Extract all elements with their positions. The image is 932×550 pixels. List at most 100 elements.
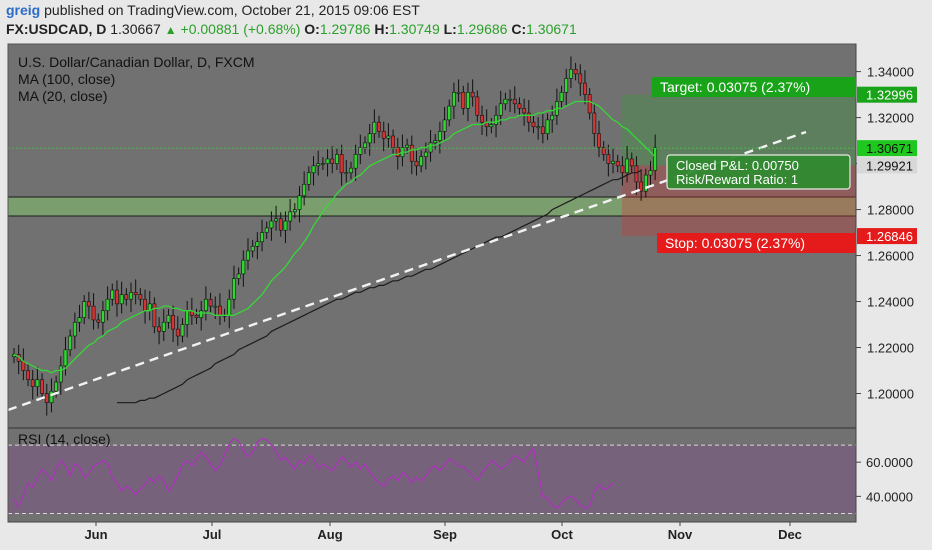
chart-title: U.S. Dollar/Canadian Dollar, D, FXCM (18, 54, 255, 70)
candle (522, 108, 527, 114)
candle (320, 163, 325, 165)
candle (597, 133, 601, 148)
candle (648, 170, 653, 176)
candle (194, 315, 199, 318)
candle (335, 154, 339, 164)
published-text: published on TradingView.com, October 21… (44, 2, 420, 18)
candle (442, 119, 447, 132)
candle (452, 91, 456, 107)
rsi-band (8, 445, 856, 514)
y-tick-label: 1.34000 (867, 65, 914, 80)
candle (536, 126, 541, 129)
candle (199, 310, 204, 318)
target-zone (622, 94, 856, 166)
x-tick-label: Aug (317, 527, 342, 542)
candle (124, 294, 129, 300)
candle (615, 160, 620, 167)
candle (250, 246, 255, 252)
rsi-tick-label: 60.0000 (866, 455, 913, 470)
candle (44, 393, 49, 404)
candle (133, 292, 138, 295)
rsi-tick-label: 40.0000 (866, 489, 913, 504)
low-label: L: (443, 21, 457, 37)
rsi-line (13, 437, 614, 510)
candle (288, 211, 293, 222)
candle (606, 154, 611, 164)
candle (512, 98, 517, 105)
candle (625, 158, 629, 174)
candle (302, 183, 307, 197)
target-price-label-bg (857, 86, 917, 103)
candle (629, 158, 634, 167)
candle (283, 220, 288, 231)
candle (423, 151, 428, 157)
candle (91, 305, 96, 321)
candle (508, 98, 512, 101)
candle (391, 135, 395, 148)
y-tick-label: 1.32000 (867, 111, 914, 126)
candle (367, 133, 372, 144)
y-tick-label: 1.28000 (867, 203, 914, 218)
close-value: 1.30671 (526, 21, 577, 37)
candle (526, 112, 531, 123)
candle (264, 227, 269, 233)
candle (82, 301, 87, 318)
candle (494, 114, 498, 125)
candle (138, 294, 143, 300)
candle (227, 298, 232, 316)
y-tick-label: 1.22000 (867, 341, 914, 356)
candle (545, 119, 550, 134)
candle (559, 91, 564, 102)
symbol-label[interactable]: FX:USDCAD, D (6, 21, 107, 37)
candle (578, 73, 583, 84)
candle (564, 78, 569, 93)
candle (395, 147, 400, 157)
candle (363, 142, 367, 148)
candle (583, 82, 587, 95)
candle (339, 154, 344, 174)
candle (480, 114, 484, 123)
candle (437, 131, 442, 141)
candle (203, 298, 208, 312)
candle (381, 131, 386, 139)
candle (414, 160, 419, 167)
candle (517, 103, 522, 109)
candle (157, 326, 161, 332)
candle (306, 172, 311, 185)
x-tick-label: Nov (668, 527, 693, 542)
candle (49, 390, 54, 404)
author-link[interactable]: greig (6, 2, 41, 18)
candle (72, 321, 77, 337)
candle (447, 105, 452, 121)
support-zone (8, 196, 856, 217)
candle (475, 96, 480, 116)
candle (86, 301, 91, 307)
candle (40, 379, 44, 394)
candle (236, 273, 241, 279)
last-price: 1.30667 (110, 21, 161, 37)
candle (466, 91, 470, 109)
pnl-annotation: Closed P&L: 0.00750 (676, 158, 799, 173)
candle (180, 324, 185, 337)
candle (54, 381, 59, 392)
candle (208, 298, 213, 307)
candle (330, 158, 335, 164)
candle (456, 91, 461, 94)
pnl-box (666, 154, 851, 190)
candle (260, 232, 264, 243)
stop-annotation: Stop: 0.03075 (2.37%) (665, 235, 805, 251)
candle (643, 174, 648, 192)
candle (372, 121, 377, 134)
ticker-bar: FX:USDCAD, D 1.30667 ▲ +0.00881 (+0.68%)… (6, 21, 577, 39)
candle (161, 321, 166, 332)
candle (470, 91, 475, 98)
stop-price-label-bg (857, 228, 917, 245)
candle (213, 305, 218, 308)
candle (405, 144, 410, 148)
candle (269, 220, 274, 229)
last-price-label-bg (857, 140, 917, 157)
candle (105, 298, 110, 312)
open-label: O: (304, 21, 320, 37)
candle (592, 112, 597, 134)
